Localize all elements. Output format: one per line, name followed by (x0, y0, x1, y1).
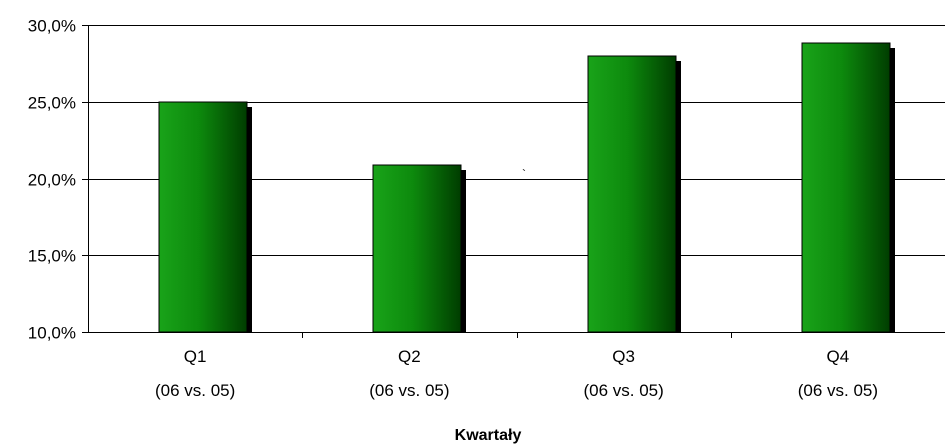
x-tick-label-comparison: (06 vs. 05) (369, 381, 449, 400)
bar-q3 (587, 55, 677, 333)
bar-q4 (801, 42, 891, 333)
x-tick-label-comparison: (06 vs. 05) (583, 381, 663, 400)
x-axis-label: Kwartały (455, 427, 522, 444)
y-tick-label: 25,0% (28, 94, 76, 113)
bar-q2 (372, 164, 462, 333)
y-tick-label: 20,0% (28, 171, 76, 190)
y-tick-label: 10,0% (28, 324, 76, 343)
y-tick-label: 15,0% (28, 247, 76, 266)
x-tick-label-quarter: Q3 (612, 347, 635, 366)
annotation-mark: ` (522, 167, 526, 181)
x-tick-label-quarter: Q2 (398, 347, 421, 366)
bars (158, 42, 895, 333)
x-tick-label-quarter: Q4 (827, 347, 850, 366)
y-tick-label: 30,0% (28, 17, 76, 36)
axes (82, 25, 945, 338)
x-tick-label-comparison: (06 vs. 05) (155, 381, 235, 400)
x-tick-label-comparison: (06 vs. 05) (798, 381, 878, 400)
bar-q1 (158, 101, 248, 333)
x-tick-label-quarter: Q1 (184, 347, 207, 366)
labels: 10,0% 15,0% 20,0% 25,0% 30,0% Q1 (06 vs. 05) Q2… (28, 17, 878, 401)
